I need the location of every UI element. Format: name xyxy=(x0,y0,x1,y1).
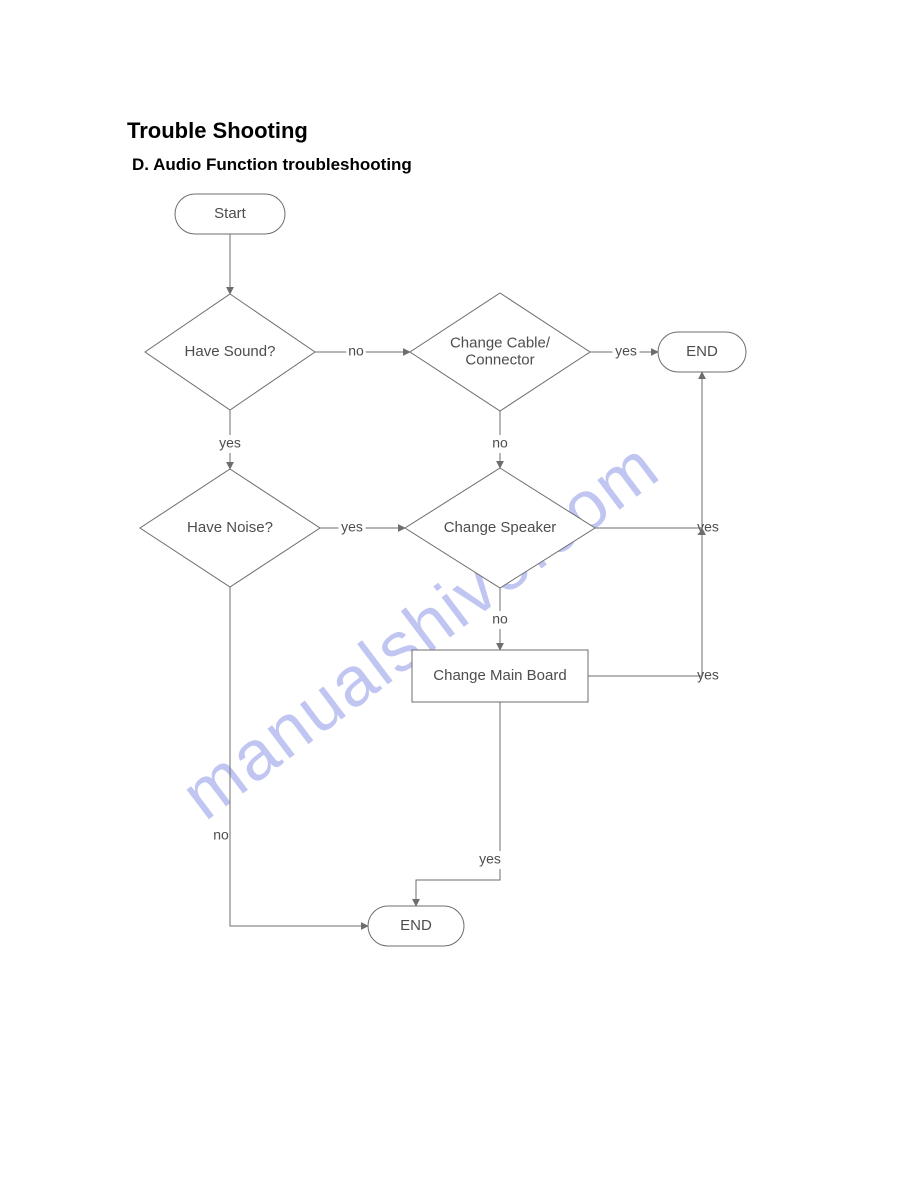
node-label-change-cable: Connector xyxy=(465,352,534,369)
node-label-change-cable: Change Cable/ xyxy=(450,334,551,351)
node-label-have-noise: Have Noise? xyxy=(187,519,273,536)
edge-label-change-main-board-end-bottom: yes xyxy=(479,851,501,867)
node-label-end-bottom: END xyxy=(400,917,432,934)
edge-label-change-speaker-end-top: yes xyxy=(697,519,719,535)
edge-label-change-main-board-end-top: yes xyxy=(697,667,719,683)
node-label-change-speaker: Change Speaker xyxy=(444,519,557,536)
edge-label-have-sound-change-cable: no xyxy=(348,343,364,359)
edge-label-change-speaker-change-main-board: no xyxy=(492,611,508,627)
edge-have-noise-end-bottom xyxy=(230,587,368,926)
edge-label-change-cable-change-speaker: no xyxy=(492,435,508,451)
edge-change-main-board-end-bottom xyxy=(416,702,500,906)
node-label-start: Start xyxy=(214,205,247,222)
page: Trouble Shooting D. Audio Function troub… xyxy=(0,0,918,1188)
node-label-end-top: END xyxy=(686,343,718,360)
node-label-change-main-board: Change Main Board xyxy=(433,667,566,684)
edge-label-have-noise-change-speaker: yes xyxy=(341,519,363,535)
edge-label-have-sound-have-noise: yes xyxy=(219,435,241,451)
edge-change-main-board-end-top xyxy=(588,528,702,676)
edge-label-change-cable-end-top: yes xyxy=(615,343,637,359)
edge-label-have-noise-end-bottom: no xyxy=(213,827,229,843)
edge-change-speaker-end-top xyxy=(595,372,702,528)
node-label-have-sound: Have Sound? xyxy=(185,343,276,360)
flowchart: no yes yes no yes yes no yes no yes Start Have Soun… xyxy=(0,0,918,1188)
